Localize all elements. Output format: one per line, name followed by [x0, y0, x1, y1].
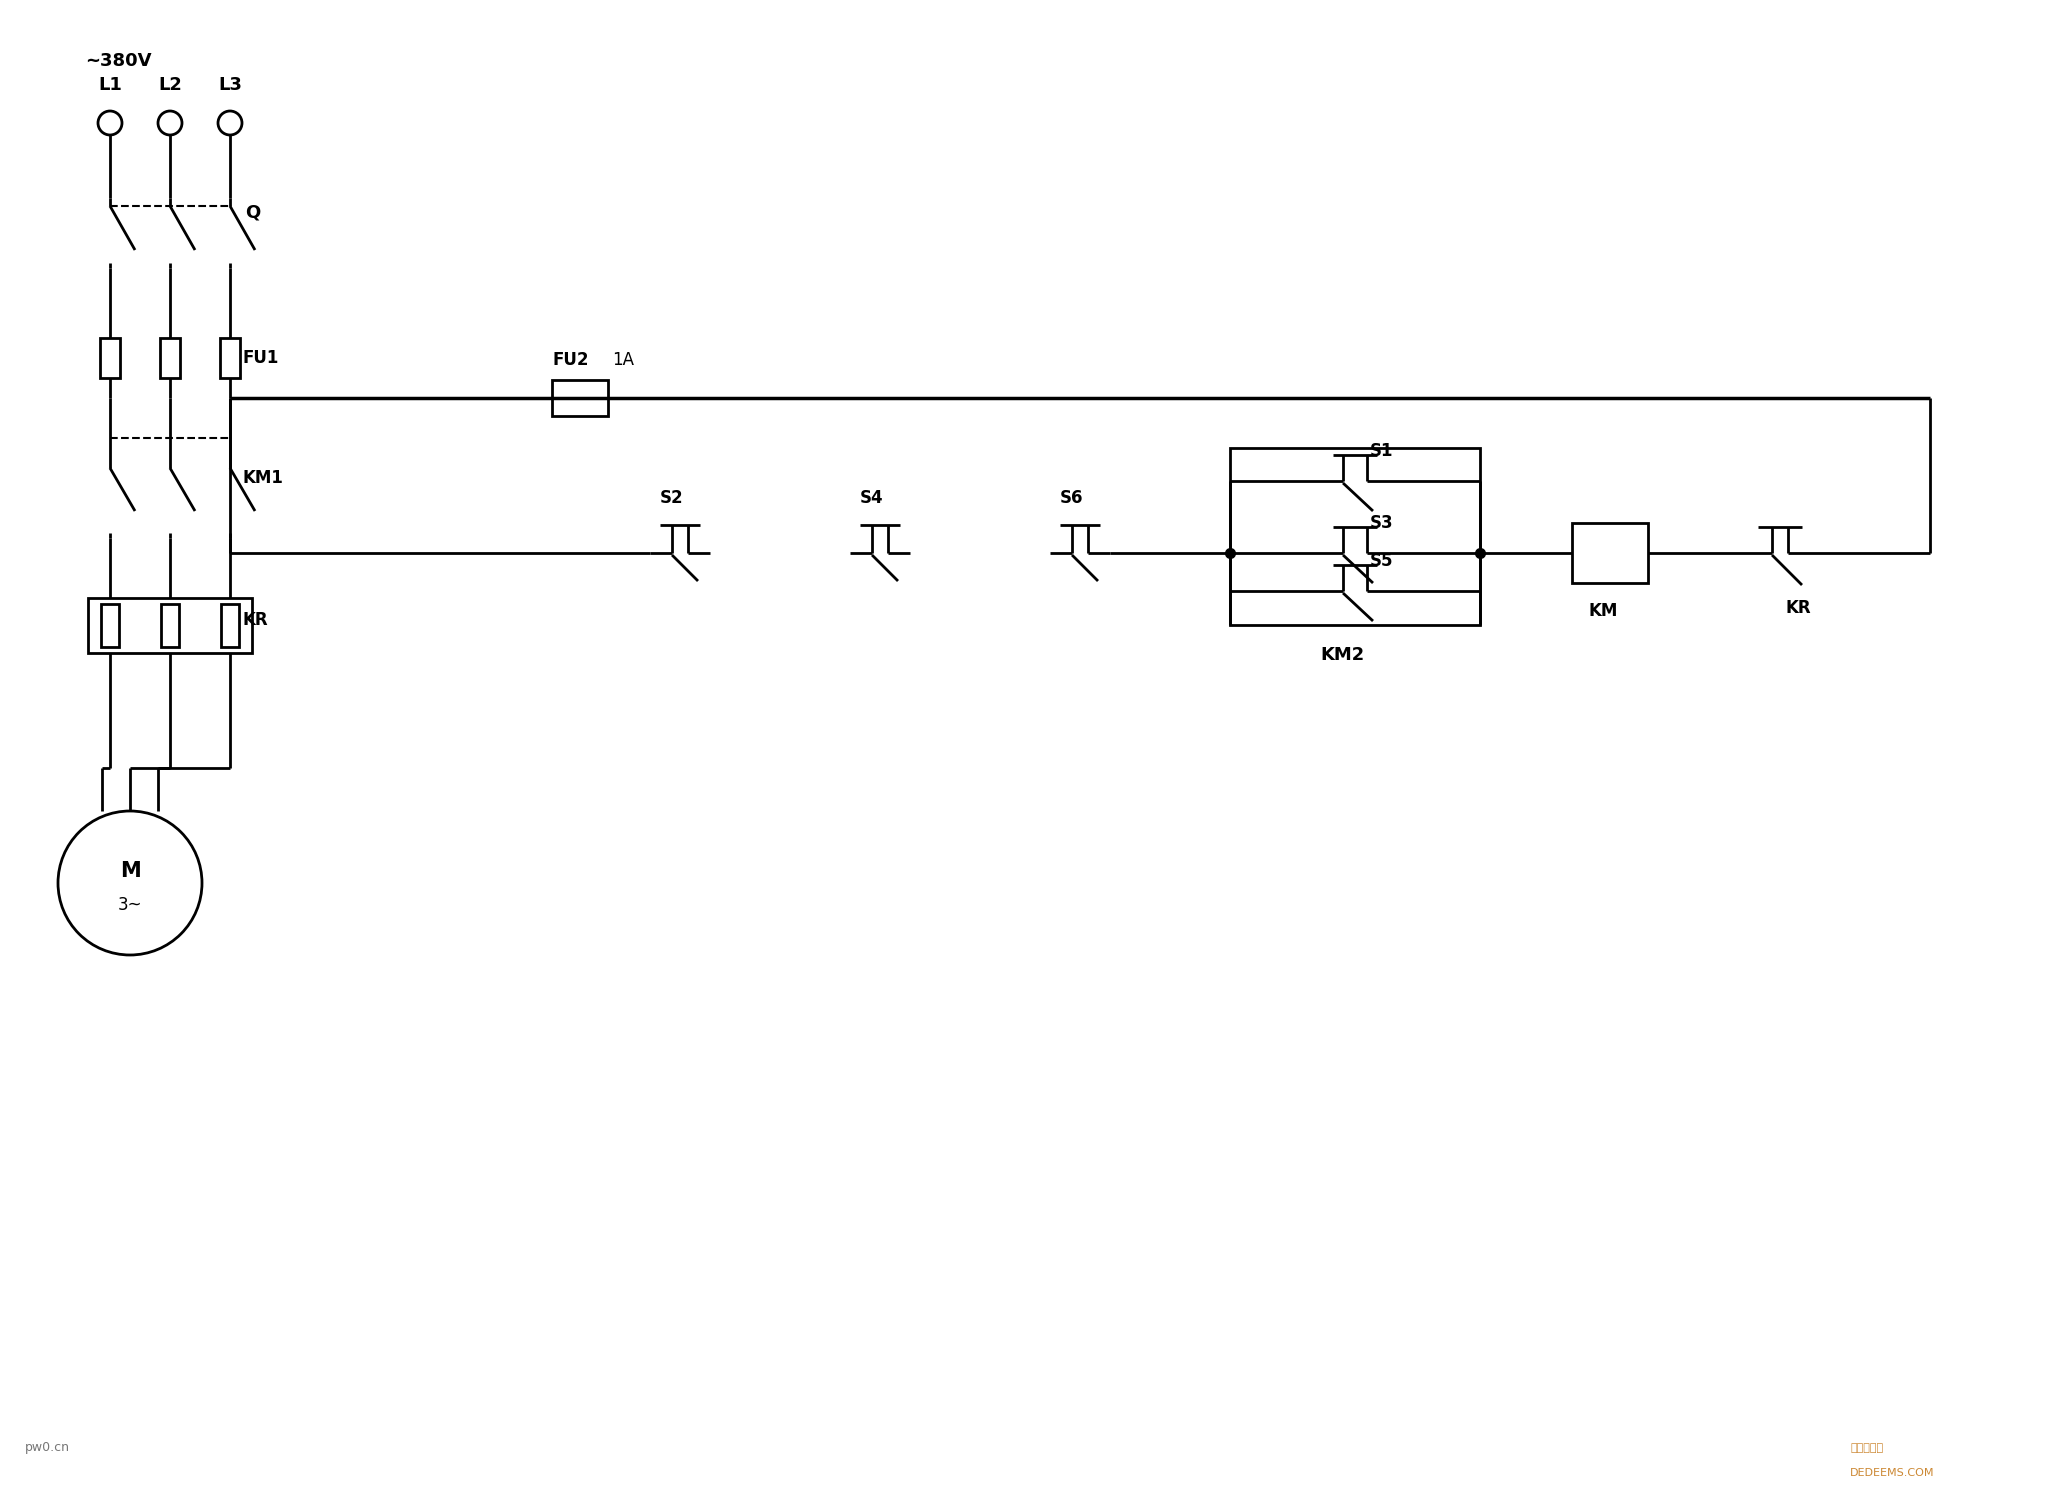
Text: FU2: FU2 — [553, 352, 588, 370]
Text: S2: S2 — [660, 488, 685, 507]
Bar — [99, 338, 120, 377]
Text: S6: S6 — [1060, 488, 1083, 507]
Text: pw0.cn: pw0.cn — [25, 1441, 70, 1455]
Text: ~380V: ~380V — [85, 53, 151, 71]
Text: L1: L1 — [99, 77, 122, 95]
Text: S1: S1 — [1369, 442, 1394, 460]
Text: 维库电子网: 维库电子网 — [1850, 1443, 1883, 1453]
Bar — [161, 604, 179, 646]
Bar — [101, 604, 120, 646]
Bar — [1231, 448, 1481, 625]
Bar — [553, 380, 608, 416]
Text: Q: Q — [245, 204, 260, 222]
Text: DEDEEMS.COM: DEDEEMS.COM — [1850, 1468, 1934, 1477]
Text: S5: S5 — [1369, 552, 1394, 570]
Text: FU1: FU1 — [241, 349, 278, 367]
Text: KR: KR — [241, 612, 268, 628]
Text: L2: L2 — [159, 77, 181, 95]
Text: KM1: KM1 — [241, 469, 282, 487]
Bar — [161, 338, 179, 377]
Text: KM: KM — [1588, 603, 1617, 621]
Text: KR: KR — [1786, 600, 1810, 618]
Text: M: M — [120, 861, 140, 881]
Bar — [89, 598, 252, 652]
Text: 3~: 3~ — [118, 896, 142, 914]
Text: L3: L3 — [219, 77, 241, 95]
Text: S3: S3 — [1369, 514, 1394, 532]
Bar — [221, 604, 239, 646]
Bar — [1571, 523, 1648, 583]
Text: S4: S4 — [860, 488, 885, 507]
Bar — [221, 338, 239, 377]
Text: KM2: KM2 — [1320, 646, 1365, 664]
Text: 1A: 1A — [612, 352, 633, 370]
